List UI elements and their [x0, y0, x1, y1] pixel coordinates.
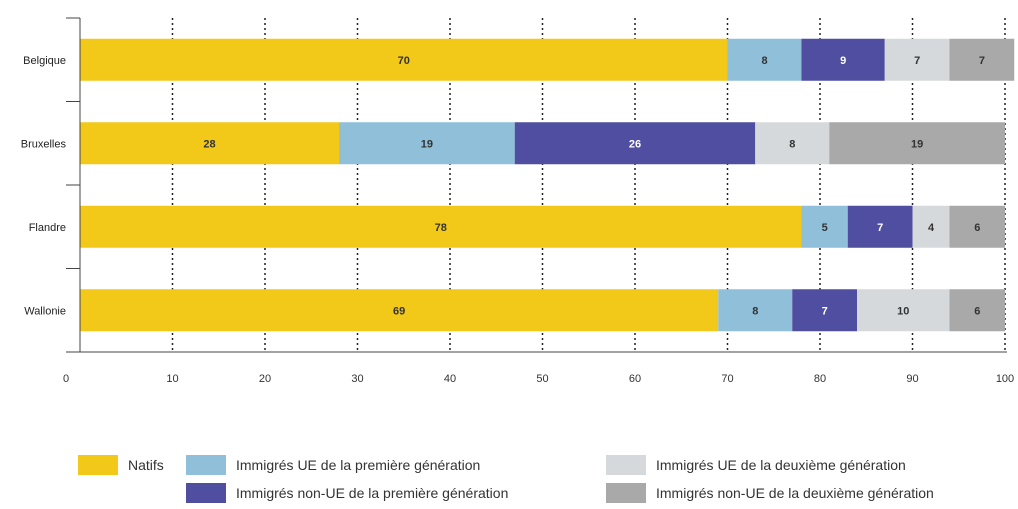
legend-label-ue-premiere: Immigrés UE de la première génération — [236, 457, 481, 473]
bar-bruxelles-series-1 — [339, 122, 515, 165]
x-tick-label-60: 60 — [629, 373, 641, 385]
axes — [66, 17, 1007, 353]
bar-bruxelles-series-4 — [829, 122, 1005, 165]
data-label-bruxelles-series-2: 26 — [629, 138, 641, 150]
bar-belgique-series-3 — [884, 38, 950, 81]
data-label-belgique-series-4: 7 — [979, 55, 985, 67]
legend-label-natifs: Natifs — [128, 457, 164, 473]
bar-wallonie-series-4 — [949, 289, 1005, 332]
legend-label-non-ue-premiere: Immigrés non-UE de la première génératio… — [236, 485, 509, 501]
legend-item-ue-premiere: Immigrés UE de la première génération — [186, 455, 480, 475]
data-label-wallonie-series-3: 10 — [897, 305, 909, 317]
legend-item-non-ue-deuxieme: Immigrés non-UE de la deuxième génératio… — [606, 483, 934, 503]
bar-bruxelles-series-3 — [755, 122, 830, 165]
x-tick-label-20: 20 — [259, 373, 271, 385]
legend-item-ue-deuxieme: Immigrés UE de la deuxième génération — [606, 455, 906, 475]
category-label-wallonie: Wallonie — [24, 305, 66, 317]
bars: 70 8 9 7 7 28 19 26 8 19 78 5 7 4 6 69 8 7 10 6 — [80, 38, 1015, 332]
category-labels: Belgique Bruxelles Flandre Wallonie — [21, 55, 67, 318]
legend-swatch-natifs — [78, 455, 118, 475]
data-label-flandre-series-1: 5 — [822, 222, 828, 234]
data-label-belgique-series-0: 70 — [398, 55, 410, 67]
bar-wallonie-series-0 — [80, 289, 719, 332]
legend: Natifs Immigrés UE de la première généra… — [78, 455, 998, 505]
x-tick-label-70: 70 — [721, 373, 733, 385]
data-label-bruxelles-series-0: 28 — [203, 138, 215, 150]
bar-flandre-series-2 — [847, 205, 913, 248]
bar-wallonie-series-1 — [718, 289, 793, 332]
legend-item-natifs: Natifs — [78, 455, 164, 475]
legend-swatch-non-ue-deuxieme — [606, 483, 646, 503]
x-tick-label-30: 30 — [351, 373, 363, 385]
bar-flandre-series-0 — [80, 205, 802, 248]
data-label-wallonie-series-4: 6 — [974, 305, 980, 317]
data-label-belgique-series-1: 8 — [761, 55, 767, 67]
legend-label-ue-deuxieme: Immigrés UE de la deuxième génération — [656, 457, 906, 473]
category-label-flandre: Flandre — [29, 222, 66, 234]
data-label-flandre-series-4: 6 — [974, 222, 980, 234]
x-tick-label-10: 10 — [166, 373, 178, 385]
x-tick-label-80: 80 — [814, 373, 826, 385]
x-tick-labels: 0 10 20 30 40 50 60 70 80 90 100 — [63, 373, 1014, 385]
category-label-bruxelles: Bruxelles — [21, 138, 67, 150]
data-label-wallonie-series-2: 7 — [822, 305, 828, 317]
x-tick-label-40: 40 — [444, 373, 456, 385]
bar-flandre-series-4 — [949, 205, 1005, 248]
legend-swatch-ue-deuxieme — [606, 455, 646, 475]
legend-swatch-non-ue-premiere — [186, 483, 226, 503]
bar-belgique-series-0 — [80, 38, 728, 81]
data-label-bruxelles-series-3: 8 — [789, 138, 795, 150]
bar-belgique-series-4 — [949, 38, 1015, 81]
x-tick-label-100: 100 — [996, 373, 1014, 385]
data-label-bruxelles-series-1: 19 — [421, 138, 433, 150]
bar-flandre-series-1 — [801, 205, 848, 248]
x-tick-label-0: 0 — [63, 373, 69, 385]
data-label-bruxelles-series-4: 19 — [911, 138, 923, 150]
bar-belgique-series-2 — [801, 38, 885, 81]
x-tick-label-50: 50 — [536, 373, 548, 385]
data-label-flandre-series-3: 4 — [928, 222, 935, 234]
bar-belgique-series-1 — [727, 38, 802, 81]
legend-label-non-ue-deuxieme: Immigrés non-UE de la deuxième génératio… — [656, 485, 934, 501]
legend-swatch-ue-premiere — [186, 455, 226, 475]
bar-bruxelles-series-2 — [514, 122, 756, 165]
x-tick-label-90: 90 — [906, 373, 918, 385]
data-label-wallonie-series-0: 69 — [393, 305, 405, 317]
legend-item-non-ue-premiere: Immigrés non-UE de la première génératio… — [186, 483, 508, 503]
category-label-belgique: Belgique — [23, 55, 66, 67]
data-label-belgique-series-3: 7 — [914, 55, 920, 67]
data-label-flandre-series-2: 7 — [877, 222, 883, 234]
stacked-bar-chart: 70 8 9 7 7 28 19 26 8 19 78 5 7 4 6 69 8 7 10 6 0 10 20 30 40 50… — [21, 17, 1015, 385]
bar-wallonie-series-3 — [857, 289, 950, 332]
bar-bruxelles-series-0 — [80, 122, 339, 165]
data-label-wallonie-series-1: 8 — [752, 305, 758, 317]
bar-flandre-series-3 — [912, 205, 950, 248]
data-label-belgique-series-2: 9 — [840, 55, 846, 67]
bar-wallonie-series-2 — [792, 289, 857, 332]
data-label-flandre-series-0: 78 — [435, 222, 447, 234]
